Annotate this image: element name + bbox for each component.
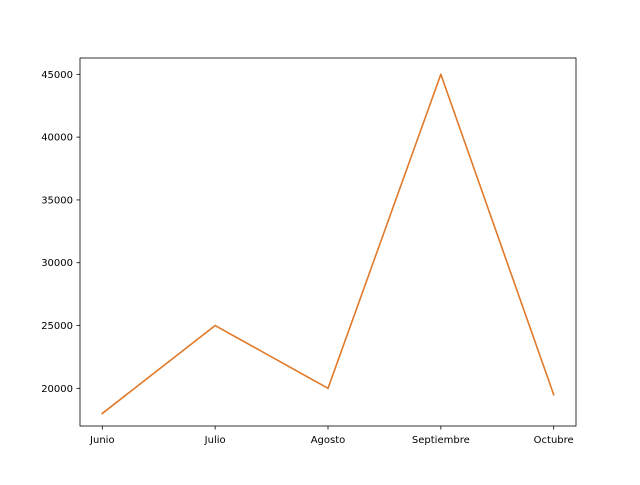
data-point	[327, 387, 329, 390]
data-point	[552, 393, 555, 396]
data-point	[214, 324, 216, 327]
y-tick-label: 45000	[41, 70, 73, 81]
x-tick-label: Septiembre	[412, 435, 470, 446]
x-tick-label: Agosto	[311, 435, 346, 446]
x-tick-label: Julio	[204, 435, 226, 446]
data-point	[101, 412, 104, 415]
data-point	[440, 73, 442, 76]
y-tick-label: 25000	[41, 321, 73, 332]
y-tick-label: 30000	[41, 258, 73, 269]
x-tick-label: Junio	[89, 435, 115, 446]
plot-area: 20000 25000 30000 35000 40000 45000 Junio Julio…	[41, 57, 577, 446]
y-tick-label: 40000	[41, 133, 73, 144]
y-tick-label: 20000	[41, 384, 73, 395]
x-tick-label: Octubre	[534, 435, 574, 446]
y-tick-label: 35000	[41, 195, 73, 206]
